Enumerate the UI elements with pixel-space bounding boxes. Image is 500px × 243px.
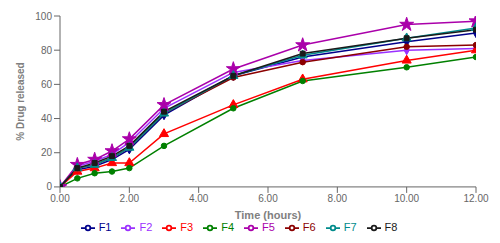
- html-text:F2: F2: [139, 220, 153, 233]
- svg-text:100: 100: [35, 11, 52, 22]
- svg-text:20: 20: [41, 147, 53, 158]
- svg-text:60: 60: [41, 79, 53, 90]
- html-text:F7: F7: [343, 220, 357, 233]
- html-text:F1: F1: [98, 220, 112, 233]
- svg-text:8.00: 8.00: [328, 193, 348, 204]
- svg-text:12.00: 12.00: [463, 193, 488, 204]
- html-text:F6: F6: [302, 220, 316, 233]
- svg-text:10.00: 10.00: [394, 193, 419, 204]
- svg-text:0: 0: [46, 181, 52, 192]
- svg-text:% Drug released: % Drug released: [15, 62, 26, 140]
- html-text:F5: F5: [262, 220, 275, 233]
- html-text:F8: F8: [384, 220, 398, 233]
- svg-text:4.00: 4.00: [189, 193, 209, 204]
- svg-text:6.00: 6.00: [258, 193, 278, 204]
- svg-text:80: 80: [41, 45, 53, 56]
- svg-text:Time (hours): Time (hours): [235, 209, 302, 221]
- html-text:F4: F4: [221, 220, 234, 233]
- svg-text:40: 40: [41, 113, 53, 124]
- svg-text:0.00: 0.00: [50, 193, 70, 204]
- svg-text:2.00: 2.00: [120, 193, 140, 204]
- html-text:F3: F3: [180, 220, 194, 233]
